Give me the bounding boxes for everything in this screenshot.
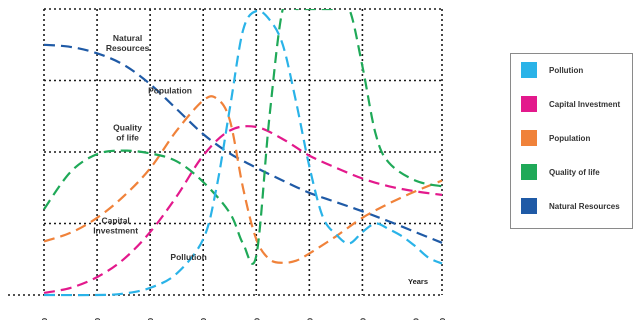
legend-label-population: Population — [549, 133, 591, 143]
legend-label-quality-of-life: Quality of life — [549, 167, 600, 177]
grid — [8, 8, 443, 296]
x-tick-label: 1940 — [93, 318, 102, 320]
annotation-label: Pollution — [170, 252, 206, 262]
annotation-label: Population — [148, 85, 192, 95]
x-tick-labels: 1900 1940 1980 2020 2060 2100 2140 2180 2200 — [40, 318, 447, 320]
legend-item-capital-investment: Capital Investment — [521, 95, 620, 113]
x-tick-label: 2060 — [252, 318, 261, 320]
x-tick-label: 2200 — [438, 318, 447, 320]
series-layer — [43, 9, 443, 297]
legend-swatch-capital-investment — [521, 96, 537, 112]
legend-item-pollution: Pollution — [521, 61, 583, 79]
legend-swatch-population — [521, 130, 537, 146]
x-tick-label: 2180 — [411, 318, 420, 320]
legend-swatch-pollution — [521, 62, 537, 78]
legend-label-pollution: Pollution — [549, 65, 584, 75]
legend: Pollution Capital Investment Population … — [510, 53, 633, 229]
x-axis-label: Years — [408, 277, 428, 286]
legend-item-quality-of-life: Quality of life — [521, 163, 600, 181]
annotation-label: Capital Investment — [93, 216, 138, 236]
x-tick-label: 2020 — [199, 318, 208, 320]
x-tick-label: 1980 — [146, 318, 155, 320]
annotation-label: Natural Resources — [106, 33, 150, 53]
series-line-quality-of-life — [43, 9, 443, 265]
legend-swatch-quality-of-life — [521, 164, 537, 180]
legend-label-natural-resources: Natural Resources — [549, 201, 620, 211]
legend-item-natural-resources: Natural Resources — [521, 197, 620, 215]
x-tick-label: 2100 — [305, 318, 314, 320]
series-line-population — [43, 95, 443, 264]
x-tick-label: 2140 — [358, 318, 367, 320]
series-line-pollution — [43, 9, 443, 297]
legend-label-capital-investment: Capital Investment — [549, 99, 621, 109]
legend-item-population: Population — [521, 129, 590, 147]
annotation-label: Quality of life — [113, 123, 142, 143]
series-line-capital-investment — [43, 125, 443, 294]
series-line-natural-resources — [43, 43, 443, 244]
annotations: Natural Resources Population Quality of life… — [93, 33, 207, 262]
legend-swatch-natural-resources — [521, 198, 537, 214]
x-tick-label: 1900 — [40, 318, 49, 320]
